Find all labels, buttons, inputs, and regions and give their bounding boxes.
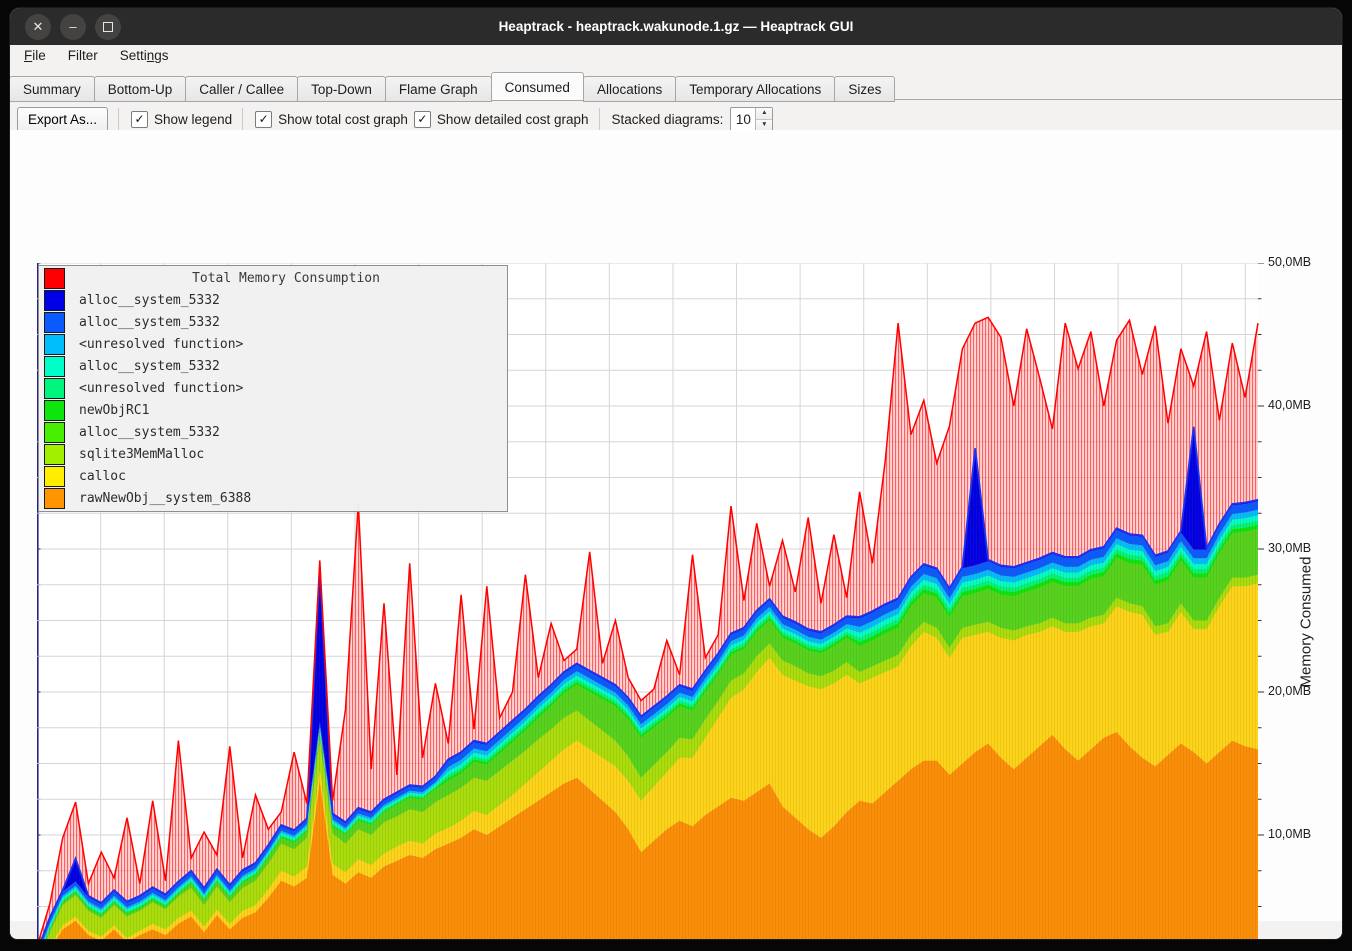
checkbox-show-total-cost-graph[interactable]: ✓ Show total cost graph	[255, 111, 408, 128]
legend-label: alloc__system_5332	[79, 315, 220, 330]
title-bar: ✕ – Heaptrack - heaptrack.wakunode.1.gz …	[10, 8, 1342, 45]
y-tick-label: 30,0MB	[1268, 541, 1311, 555]
menu-bar: FileFilterSettings	[10, 45, 1342, 69]
legend-swatch	[44, 444, 65, 465]
legend-item: calloc	[39, 465, 507, 487]
checkbox-group: ✓ Show legend ✓ Show total cost graph ✓ Show …	[108, 108, 589, 130]
legend-swatch	[44, 290, 65, 311]
stacked-diagrams-label: Stacked diagrams:	[612, 112, 724, 127]
legend-swatch	[44, 334, 65, 355]
checkbox-icon[interactable]: ✓	[255, 111, 272, 128]
legend-item: alloc__system_5332	[39, 355, 507, 377]
stacked-diagrams-control: Stacked diagrams: 10 ▲ ▼	[612, 107, 774, 132]
y-axis-title: Memory Consumed	[1298, 557, 1315, 688]
chart-legend: Total Memory Consumption alloc__system_53…	[38, 265, 508, 512]
legend-item: <unresolved function>	[39, 377, 507, 399]
legend-swatch	[44, 378, 65, 399]
toolbar-separator	[118, 108, 119, 130]
checkbox-label: Show detailed cost graph	[437, 112, 589, 127]
y-tick-label: 10,0MB	[1268, 827, 1311, 841]
tab-top-down[interactable]: Top-Down	[297, 76, 386, 102]
tab-flame-graph[interactable]: Flame Graph	[385, 76, 492, 102]
tab-temporary-allocations[interactable]: Temporary Allocations	[675, 76, 835, 102]
legend-item: newObjRC1	[39, 399, 507, 421]
legend-title-row: Total Memory Consumption	[39, 267, 507, 289]
legend-item: rawNewObj__system_6388	[39, 487, 507, 509]
app-window: ✕ – Heaptrack - heaptrack.wakunode.1.gz …	[10, 8, 1342, 939]
legend-swatch	[44, 488, 65, 509]
legend-label: <unresolved function>	[79, 337, 243, 352]
legend-label: alloc__system_5332	[79, 293, 220, 308]
legend-swatch	[44, 356, 65, 377]
tab-bar: SummaryBottom-UpCaller / CalleeTop-DownF…	[10, 69, 1342, 100]
tab-summary[interactable]: Summary	[10, 76, 95, 102]
legend-item: sqlite3MemMalloc	[39, 443, 507, 465]
legend-label: alloc__system_5332	[79, 359, 220, 374]
legend-item: alloc__system_5332	[39, 289, 507, 311]
legend-swatch	[44, 400, 65, 421]
checkbox-icon[interactable]: ✓	[131, 111, 148, 128]
toolbar-separator	[599, 108, 600, 130]
tab-caller-callee[interactable]: Caller / Callee	[185, 76, 298, 102]
checkbox-label: Show legend	[154, 112, 232, 127]
consumed-chart-widget: Total Memory Consumption alloc__system_53…	[10, 130, 1342, 921]
tab-sizes[interactable]: Sizes	[834, 76, 895, 102]
checkbox-show-legend[interactable]: ✓ Show legend	[131, 111, 232, 128]
legend-item: <unresolved function>	[39, 333, 507, 355]
legend-label: Total Memory Consumption	[65, 271, 507, 286]
checkbox-icon[interactable]: ✓	[414, 111, 431, 128]
legend-label: <unresolved function>	[79, 381, 243, 396]
toolbar-separator	[242, 108, 243, 130]
stacked-diagrams-spinbox[interactable]: 10 ▲ ▼	[730, 107, 773, 132]
spin-buttons: ▲ ▼	[755, 108, 772, 131]
y-tick-label: 50,0MB	[1268, 255, 1311, 269]
tab-consumed[interactable]: Consumed	[491, 72, 584, 101]
tab-bottom-up[interactable]: Bottom-Up	[94, 76, 187, 102]
checkbox-label: Show total cost graph	[278, 112, 408, 127]
menu-file[interactable]: File	[14, 45, 56, 66]
legend-label: sqlite3MemMalloc	[79, 447, 204, 462]
menu-settings[interactable]: Settings	[110, 45, 179, 66]
tab-allocations[interactable]: Allocations	[583, 76, 676, 102]
spin-up-icon[interactable]: ▲	[756, 108, 772, 120]
y-tick-label: 40,0MB	[1268, 398, 1311, 412]
checkbox-show-detailed-cost-graph[interactable]: ✓ Show detailed cost graph	[414, 111, 589, 128]
legend-label: alloc__system_5332	[79, 425, 220, 440]
legend-label: newObjRC1	[79, 403, 149, 418]
legend-swatch	[44, 312, 65, 333]
legend-label: rawNewObj__system_6388	[79, 491, 251, 506]
legend-swatch	[44, 466, 65, 487]
legend-label: calloc	[79, 469, 126, 484]
menu-filter[interactable]: Filter	[58, 45, 108, 66]
stacked-diagrams-value[interactable]: 10	[731, 108, 755, 131]
legend-swatch	[44, 422, 65, 443]
window-title: Heaptrack - heaptrack.wakunode.1.gz — He…	[10, 8, 1342, 45]
spin-down-icon[interactable]: ▼	[756, 120, 772, 131]
legend-item: alloc__system_5332	[39, 311, 507, 333]
export-as-button[interactable]: Export As...	[17, 107, 108, 132]
legend-swatch	[44, 268, 65, 289]
legend-item: alloc__system_5332	[39, 421, 507, 443]
